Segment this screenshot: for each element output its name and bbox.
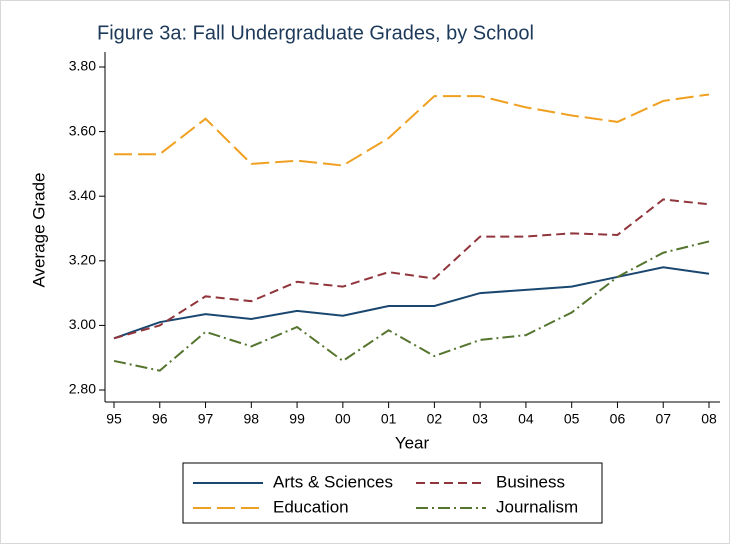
x-tick-label: 99 xyxy=(289,411,305,427)
x-tick-label: 07 xyxy=(655,411,671,427)
x-tick-label: 02 xyxy=(427,411,443,427)
y-tick-label: 2.80 xyxy=(69,381,96,397)
series-line xyxy=(113,266,710,340)
y-tick-label: 3.40 xyxy=(69,187,96,203)
chart-title: Figure 3a: Fall Undergraduate Grades, by… xyxy=(97,22,534,44)
y-axis-label: Average Grade xyxy=(29,173,48,288)
y-tick-label: 3.80 xyxy=(69,58,96,74)
x-tick-label: 06 xyxy=(610,411,626,427)
legend-label: Education xyxy=(273,497,349,516)
x-tick-label: 95 xyxy=(106,411,122,427)
legend-label: Business xyxy=(496,472,565,491)
x-tick-label: 04 xyxy=(518,411,534,427)
legend-label: Journalism xyxy=(496,497,578,516)
series-line xyxy=(113,198,710,340)
x-tick-label: 05 xyxy=(564,411,580,427)
series-line xyxy=(113,240,710,372)
x-tick-label: 98 xyxy=(244,411,260,427)
y-tick-label: 3.00 xyxy=(69,316,96,332)
x-axis-label: Year xyxy=(395,433,430,452)
legend-label: Arts & Sciences xyxy=(273,472,393,491)
x-tick-label: 01 xyxy=(381,411,397,427)
x-tick-label: 00 xyxy=(335,411,351,427)
x-tick-label: 08 xyxy=(701,411,717,427)
x-tick-label: 96 xyxy=(152,411,168,427)
x-tick-label: 03 xyxy=(472,411,488,427)
y-tick-label: 3.20 xyxy=(69,252,96,268)
legend-box xyxy=(182,462,603,524)
series-line xyxy=(114,93,710,167)
y-tick-label: 3.60 xyxy=(69,122,96,138)
x-tick-label: 97 xyxy=(198,411,214,427)
